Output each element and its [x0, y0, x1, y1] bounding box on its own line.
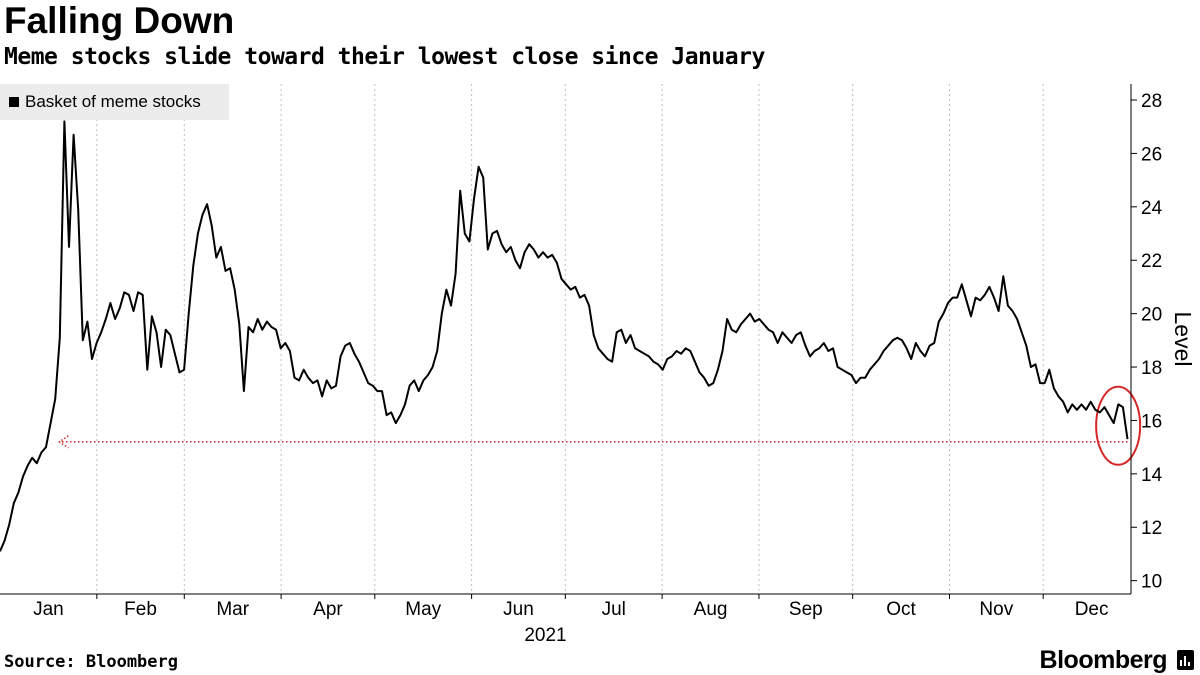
grid-lines: [96, 84, 1044, 594]
x-tick-label-jul: Jul: [602, 599, 626, 620]
chart-subtitle: Meme stocks slide toward their lowest cl…: [4, 44, 765, 70]
x-tick-label-dec: Dec: [1075, 599, 1109, 620]
legend-swatch: [9, 97, 19, 107]
legend: Basket of meme stocks: [0, 84, 229, 120]
x-tick-label-mar: Mar: [216, 599, 249, 620]
series-line-basket-of-meme-stocks: [0, 120, 1129, 552]
y-tick-label: 18: [1141, 358, 1162, 379]
y-tick-label: 24: [1141, 198, 1163, 219]
y-tick-label: 10: [1141, 572, 1162, 593]
series-layer: [0, 120, 1129, 552]
chart-title: Falling Down: [4, 0, 235, 41]
arrow-head-icon: [57, 435, 69, 449]
x-tick-label-nov: Nov: [979, 599, 1013, 620]
annotations: [57, 385, 1142, 466]
y-axis: 10 12 14 16 18 20 22 24 26 28: [1130, 84, 1163, 594]
y-tick-label: 22: [1141, 251, 1162, 272]
x-tick-label-aug: Aug: [694, 599, 728, 620]
x-tick-label-may: May: [405, 599, 441, 620]
y-tick-label: 12: [1141, 518, 1162, 539]
brand-wordmark: Bloomberg: [1039, 646, 1168, 674]
bloomberg-terminal-icon: [1177, 650, 1194, 670]
x-axis-year-label: 2021: [524, 625, 566, 646]
x-tick-label-oct: Oct: [886, 599, 916, 620]
x-tick-label-jun: Jun: [503, 599, 534, 620]
y-tick-label: 26: [1141, 144, 1162, 165]
y-tick-label: 20: [1141, 305, 1162, 326]
x-axis: Jan Feb Mar Apr May Jun Jul Aug Sep Oct Nov Dec: [0, 593, 1131, 620]
x-tick-label-jan: Jan: [33, 599, 64, 620]
source-note: Source: Bloomberg: [4, 652, 178, 672]
x-tick-label-apr: Apr: [313, 599, 343, 620]
x-tick-label-feb: Feb: [124, 599, 157, 620]
legend-entry-label: Basket of meme stocks: [25, 92, 201, 111]
y-tick-label: 16: [1141, 411, 1162, 432]
x-tick-label-sep: Sep: [789, 599, 823, 620]
y-tick-label: 14: [1141, 465, 1163, 486]
highlight-circle: [1095, 385, 1142, 466]
y-axis-label: Level: [1170, 312, 1196, 367]
y-tick-label: 28: [1141, 91, 1162, 112]
